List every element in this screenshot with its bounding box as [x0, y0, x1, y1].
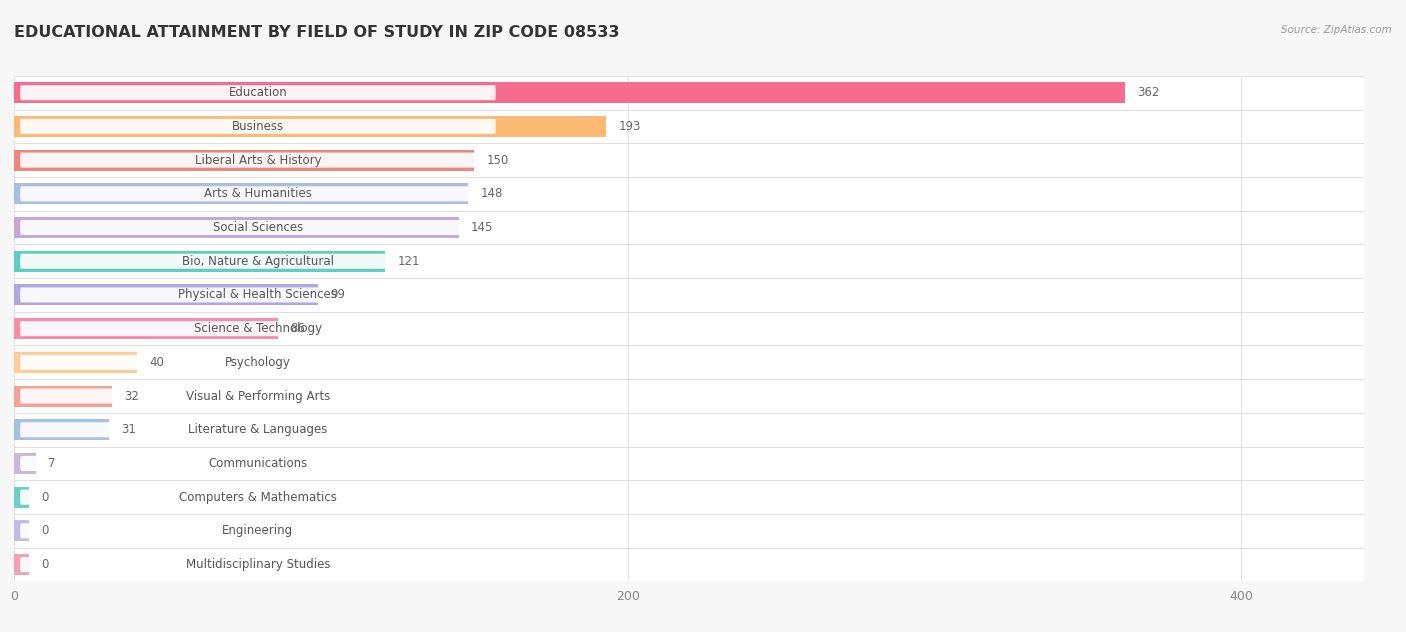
Text: 193: 193	[619, 120, 641, 133]
Bar	[14, 318, 278, 339]
Text: Education: Education	[229, 86, 287, 99]
FancyBboxPatch shape	[20, 557, 496, 572]
Text: 0: 0	[42, 558, 49, 571]
Bar	[14, 514, 1364, 548]
Text: Bio, Nature & Agricultural: Bio, Nature & Agricultural	[181, 255, 335, 268]
Text: Visual & Performing Arts: Visual & Performing Arts	[186, 389, 330, 403]
Bar	[14, 480, 1364, 514]
FancyBboxPatch shape	[20, 119, 496, 134]
Text: Engineering: Engineering	[222, 525, 294, 537]
FancyBboxPatch shape	[20, 355, 496, 370]
Text: 145: 145	[471, 221, 494, 234]
Text: 362: 362	[1137, 86, 1159, 99]
Text: Psychology: Psychology	[225, 356, 291, 369]
Text: Literature & Languages: Literature & Languages	[188, 423, 328, 436]
Bar	[14, 183, 468, 204]
Bar	[14, 251, 385, 272]
Bar	[14, 177, 1364, 210]
Text: 31: 31	[121, 423, 136, 436]
Bar	[14, 284, 318, 305]
FancyBboxPatch shape	[20, 152, 496, 167]
FancyBboxPatch shape	[20, 422, 496, 437]
FancyBboxPatch shape	[20, 186, 496, 202]
Text: Communications: Communications	[208, 457, 308, 470]
Bar	[14, 487, 30, 507]
Bar	[14, 520, 30, 542]
FancyBboxPatch shape	[20, 321, 496, 336]
Bar	[14, 386, 112, 406]
Text: Liberal Arts & History: Liberal Arts & History	[194, 154, 321, 167]
Bar	[14, 379, 1364, 413]
Bar	[14, 245, 1364, 278]
Text: Computers & Mathematics: Computers & Mathematics	[179, 490, 337, 504]
Bar	[14, 217, 458, 238]
Bar	[14, 453, 35, 474]
Text: Arts & Humanities: Arts & Humanities	[204, 187, 312, 200]
Text: 40: 40	[149, 356, 165, 369]
FancyBboxPatch shape	[20, 85, 496, 100]
Bar	[14, 143, 1364, 177]
Text: Source: ZipAtlas.com: Source: ZipAtlas.com	[1281, 25, 1392, 35]
FancyBboxPatch shape	[20, 456, 496, 471]
Bar	[14, 312, 1364, 346]
FancyBboxPatch shape	[20, 288, 496, 303]
Text: Science & Technology: Science & Technology	[194, 322, 322, 335]
Bar	[14, 413, 1364, 447]
Text: Business: Business	[232, 120, 284, 133]
Bar	[14, 419, 110, 441]
FancyBboxPatch shape	[20, 490, 496, 505]
Bar	[14, 82, 1125, 103]
Text: EDUCATIONAL ATTAINMENT BY FIELD OF STUDY IN ZIP CODE 08533: EDUCATIONAL ATTAINMENT BY FIELD OF STUDY…	[14, 25, 620, 40]
Text: 0: 0	[42, 525, 49, 537]
Text: 148: 148	[481, 187, 503, 200]
Text: 0: 0	[42, 490, 49, 504]
Text: 121: 121	[398, 255, 420, 268]
Bar	[14, 346, 1364, 379]
FancyBboxPatch shape	[20, 389, 496, 404]
Text: 86: 86	[290, 322, 305, 335]
Bar	[14, 548, 1364, 581]
Text: Physical & Health Sciences: Physical & Health Sciences	[179, 288, 337, 301]
FancyBboxPatch shape	[20, 253, 496, 269]
Bar	[14, 554, 30, 575]
Bar	[14, 447, 1364, 480]
Text: 99: 99	[330, 288, 344, 301]
Text: Social Sciences: Social Sciences	[212, 221, 304, 234]
Bar	[14, 116, 606, 137]
FancyBboxPatch shape	[20, 220, 496, 235]
Bar	[14, 278, 1364, 312]
Bar	[14, 76, 1364, 109]
Text: Multidisciplinary Studies: Multidisciplinary Studies	[186, 558, 330, 571]
Text: 7: 7	[48, 457, 55, 470]
FancyBboxPatch shape	[20, 523, 496, 538]
Bar	[14, 150, 474, 171]
Bar	[14, 210, 1364, 245]
Text: 32: 32	[125, 389, 139, 403]
Bar	[14, 109, 1364, 143]
Text: 150: 150	[486, 154, 509, 167]
Bar	[14, 352, 136, 373]
